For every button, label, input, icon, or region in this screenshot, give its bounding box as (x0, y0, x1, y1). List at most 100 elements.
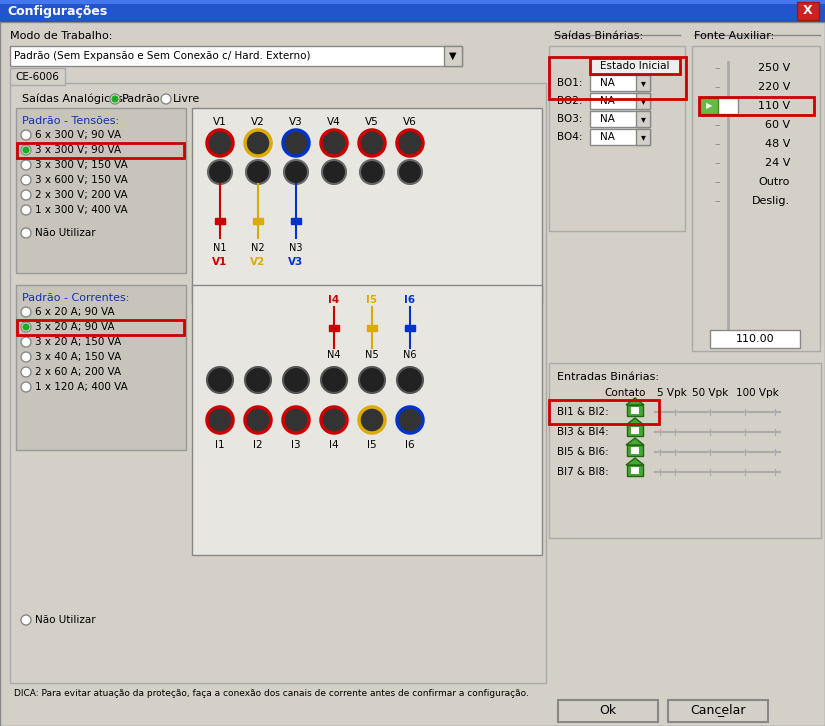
Circle shape (397, 130, 423, 156)
Text: 220 V: 220 V (757, 82, 790, 92)
Circle shape (207, 407, 233, 433)
Bar (627, 425, 643, 436)
Text: –: – (714, 82, 719, 92)
Bar (590, 75, 650, 91)
Text: Padrão: Padrão (122, 94, 161, 104)
Text: I3: I3 (291, 440, 301, 450)
Circle shape (112, 96, 118, 102)
Text: Configurações: Configurações (7, 4, 107, 17)
Text: ▾: ▾ (640, 78, 645, 88)
Bar (631, 467, 639, 474)
Circle shape (21, 160, 31, 170)
Bar (710, 330, 800, 348)
Bar (291, 218, 301, 224)
Circle shape (246, 160, 270, 184)
Text: 250 V: 250 V (757, 63, 790, 73)
Bar (627, 445, 643, 456)
Text: Livre: Livre (173, 94, 200, 104)
Circle shape (207, 130, 233, 156)
Circle shape (208, 160, 232, 184)
Bar (636, 111, 650, 127)
Bar (444, 46, 462, 66)
Text: BI5 & BI6:: BI5 & BI6: (557, 447, 609, 457)
Bar (0, 0, 825, 4)
Circle shape (359, 130, 385, 156)
Text: –: – (714, 120, 719, 130)
Bar (192, 285, 542, 555)
Text: V4: V4 (328, 117, 341, 127)
Text: ▼: ▼ (450, 51, 457, 61)
Bar (668, 700, 768, 722)
Text: I5: I5 (366, 295, 378, 305)
Bar (215, 218, 225, 224)
Circle shape (283, 130, 309, 156)
Text: 60 V: 60 V (765, 120, 790, 130)
Bar (16, 285, 186, 450)
Circle shape (21, 322, 31, 332)
Bar (590, 111, 650, 127)
Bar (590, 58, 680, 74)
Text: Estado Inicial: Estado Inicial (601, 61, 670, 71)
Text: V5: V5 (365, 117, 379, 127)
Text: Fonte Auxiliar:: Fonte Auxiliar: (694, 31, 774, 41)
Circle shape (21, 337, 31, 347)
Text: N5: N5 (365, 350, 379, 360)
Text: 3 x 40 A; 150 VA: 3 x 40 A; 150 VA (35, 352, 121, 362)
Circle shape (321, 407, 347, 433)
Text: BI7 & BI8:: BI7 & BI8: (557, 467, 609, 477)
Text: I2: I2 (253, 440, 263, 450)
Text: ▾: ▾ (640, 132, 645, 142)
Text: N1: N1 (213, 243, 227, 253)
Text: –: – (714, 63, 719, 73)
Text: 1 x 300 V; 400 VA: 1 x 300 V; 400 VA (35, 205, 128, 215)
Text: CE-6006: CE-6006 (15, 72, 59, 82)
Text: N3: N3 (290, 243, 303, 253)
Text: –: – (714, 101, 719, 111)
Bar (636, 129, 650, 145)
Text: DICA: Para evitar atuação da proteção, faça a conexão dos canais de corrente ant: DICA: Para evitar atuação da proteção, f… (14, 688, 529, 698)
Circle shape (21, 307, 31, 317)
Text: BO4:: BO4: (557, 132, 582, 142)
Text: 110.00: 110.00 (736, 334, 775, 344)
Bar (636, 75, 650, 91)
Circle shape (397, 367, 423, 393)
Circle shape (23, 324, 29, 330)
Text: Não Utilizar: Não Utilizar (35, 228, 96, 238)
Text: Padrão - Tensões:: Padrão - Tensões: (22, 116, 119, 126)
Circle shape (207, 367, 233, 393)
Text: V1: V1 (212, 257, 228, 267)
Bar (549, 363, 821, 538)
Circle shape (161, 94, 171, 104)
Text: 1 x 120 A; 400 VA: 1 x 120 A; 400 VA (35, 382, 128, 392)
Text: I5: I5 (367, 440, 377, 450)
Text: Saídas Binárias:: Saídas Binárias: (554, 31, 644, 41)
Text: 2 x 300 V; 200 VA: 2 x 300 V; 200 VA (35, 190, 128, 200)
Polygon shape (626, 418, 644, 425)
Text: ▾: ▾ (640, 114, 645, 124)
Circle shape (21, 205, 31, 215)
Bar (636, 93, 650, 109)
Text: N2: N2 (251, 243, 265, 253)
Bar (17, 143, 184, 158)
Bar (797, 2, 819, 20)
Bar (405, 325, 415, 331)
Text: 3 x 20 A; 150 VA: 3 x 20 A; 150 VA (35, 337, 121, 347)
Text: Entradas Binárias:: Entradas Binárias: (557, 372, 659, 382)
Text: X: X (804, 4, 813, 17)
Circle shape (359, 407, 385, 433)
Text: –: – (714, 158, 719, 168)
Text: 3 x 300 V; 90 VA: 3 x 300 V; 90 VA (35, 145, 121, 155)
Bar (17, 320, 184, 335)
Circle shape (245, 367, 271, 393)
Bar (631, 447, 639, 454)
Bar (10, 46, 462, 66)
Text: Cancelar: Cancelar (691, 704, 746, 717)
Text: I4: I4 (328, 295, 340, 305)
Text: BI1 & BI2:: BI1 & BI2: (557, 407, 609, 417)
Bar (700, 98, 718, 114)
Text: V2: V2 (250, 257, 266, 267)
Circle shape (359, 367, 385, 393)
Text: 5 Vpk: 5 Vpk (658, 388, 687, 398)
Bar (16, 108, 186, 273)
Text: BO3:: BO3: (557, 114, 582, 124)
